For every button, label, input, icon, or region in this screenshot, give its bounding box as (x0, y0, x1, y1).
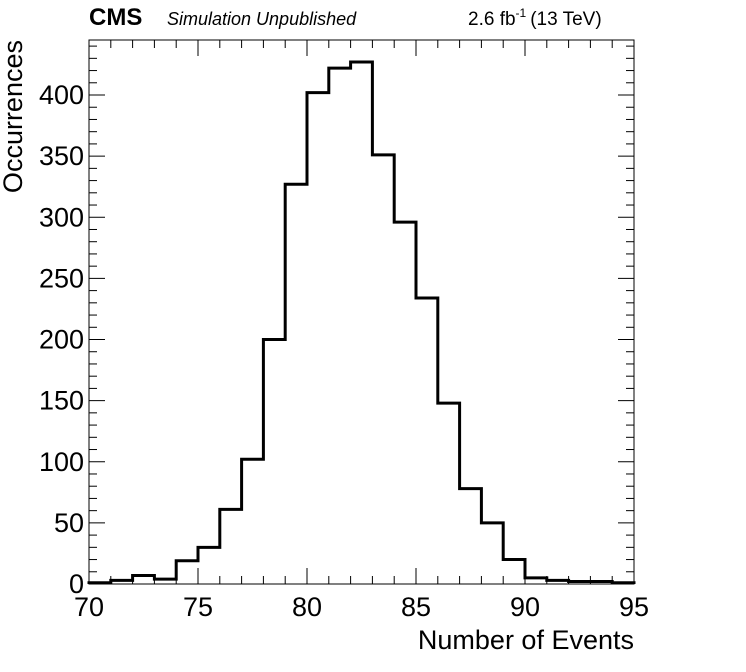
status-label: Simulation Unpublished (167, 9, 357, 29)
y-axis-title: Occurrences (0, 40, 28, 193)
y-tick-label: 200 (39, 325, 84, 355)
y-tick-label: 0 (69, 569, 84, 599)
histogram-bin (220, 509, 242, 584)
axis-ticks (88, 40, 635, 585)
x-tick-label: 85 (401, 592, 431, 622)
histogram-bin (263, 340, 285, 584)
y-tick-label: 400 (39, 80, 84, 110)
histogram-bin (307, 93, 329, 584)
y-tick-label: 250 (39, 263, 84, 293)
histogram-bin (612, 583, 634, 584)
histogram-bin (525, 578, 547, 584)
x-tick-label: 95 (619, 592, 649, 622)
x-tick-label: 80 (292, 592, 322, 622)
histogram-bins (89, 62, 634, 584)
x-tick-label: 70 (74, 592, 104, 622)
x-tick-label: 90 (510, 592, 540, 622)
histogram-bin (416, 298, 438, 584)
y-tick-label: 300 (39, 202, 84, 232)
y-tick-label: 350 (39, 141, 84, 171)
tick-labels: 70 75 80 85 90 95 0 50 100 150 200 250 300 350 400 (39, 80, 649, 622)
x-tick-label: 75 (183, 592, 213, 622)
histogram-bin (285, 184, 307, 584)
histogram-bin (503, 560, 525, 584)
x-axis-title: Number of Events (418, 625, 634, 655)
luminosity-label: 2.6 fb-1 (13 TeV) (468, 6, 602, 30)
histogram-bin (133, 575, 155, 584)
y-tick-label: 150 (39, 386, 84, 416)
histogram-bin (89, 583, 111, 584)
luminosity-value: 2.6 fb (468, 9, 516, 30)
histogram-bin (111, 580, 133, 584)
histogram-bin (460, 489, 482, 584)
histogram-bin (329, 68, 351, 584)
histogram-bin (198, 547, 220, 584)
histogram-bin (372, 155, 394, 584)
histogram-bin (438, 403, 460, 584)
histogram-bin (590, 582, 612, 584)
histogram-bin (394, 222, 416, 584)
energy-value: (13 TeV) (530, 9, 601, 30)
histogram-bin (547, 580, 569, 584)
plot-frame (88, 39, 635, 585)
histogram-bin (569, 582, 591, 584)
y-tick-label: 50 (54, 508, 84, 538)
histogram-bin (351, 62, 373, 584)
histogram-bin (176, 561, 198, 584)
histogram-bin (154, 579, 176, 584)
y-tick-label: 100 (39, 447, 84, 477)
histogram-outline (87, 60, 636, 585)
histogram-bin (242, 459, 264, 584)
experiment-label: CMS (89, 4, 142, 31)
luminosity-exponent: -1 (516, 6, 527, 20)
histogram-bin (481, 523, 503, 584)
